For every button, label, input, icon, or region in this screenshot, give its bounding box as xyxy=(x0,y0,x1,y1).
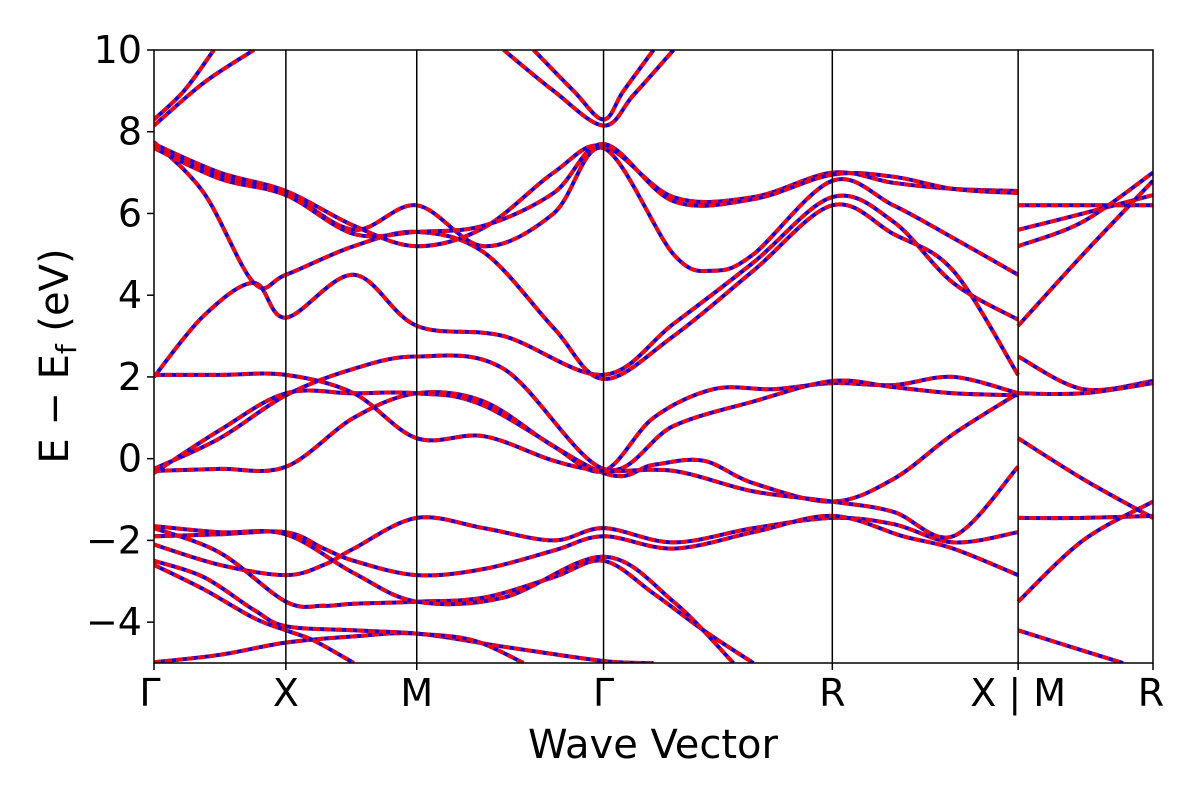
y-tick-label: 0 xyxy=(118,437,142,481)
x-axis-ticks: Γ X M Γ R X | M R xyxy=(139,663,1164,716)
y-tick-label: 2 xyxy=(118,355,142,399)
band-line-red-25 xyxy=(1018,381,1153,397)
y-tick-label: 4 xyxy=(118,273,142,317)
band-line-blue-14 xyxy=(154,144,1020,277)
band-line-red-23 xyxy=(1016,179,1153,328)
x-tick-label: X xyxy=(273,671,299,715)
band-line-red-22 xyxy=(1017,170,1153,249)
y-axis-label: E − Ef (eV) xyxy=(32,248,83,463)
band-line-red-10 xyxy=(154,371,1020,540)
band-line-blue-9 xyxy=(154,388,1020,504)
band-line-blue-19 xyxy=(532,50,656,122)
band-line-red-11 xyxy=(154,193,1020,379)
band-line-red-12 xyxy=(154,140,1020,381)
x-tick-label: X | M xyxy=(970,671,1066,716)
y-tick-label: 6 xyxy=(118,191,142,235)
band-line-red-5 xyxy=(154,526,755,663)
band-line-blue-11 xyxy=(154,193,1020,379)
y-tick-label: −2 xyxy=(86,518,142,562)
y-tick-label: 10 xyxy=(94,28,142,72)
y-axis-ticks: −4 −2 0 2 4 6 8 10 xyxy=(86,28,154,644)
x-tick-label: M xyxy=(400,671,433,715)
band-line-red-6 xyxy=(154,524,735,663)
band-line-red-28 xyxy=(1016,499,1153,604)
x-tick-label: Γ xyxy=(139,671,160,715)
band-lines xyxy=(154,50,1153,663)
y-axis-label-tail: (eV) xyxy=(32,248,78,344)
band-line-blue-3 xyxy=(154,515,1019,578)
band-line-blue-0 xyxy=(154,631,654,663)
x-axis-label: Wave Vector xyxy=(528,722,779,768)
y-tick-label: −4 xyxy=(86,600,142,644)
band-line-blue-22 xyxy=(1017,170,1153,249)
x-tick-label: Γ xyxy=(593,671,614,715)
band-line-red-14 xyxy=(154,144,1020,277)
y-axis-label-subscript: f xyxy=(50,343,83,354)
band-line-red-17 xyxy=(154,50,216,121)
band-line-red-19 xyxy=(532,50,656,122)
y-axis-label-main: E − E xyxy=(32,354,78,464)
band-line-red-27 xyxy=(1018,513,1153,521)
band-line-red-7 xyxy=(154,374,1019,474)
high-symmetry-lines xyxy=(285,50,1019,663)
band-line-red-3 xyxy=(154,515,1019,578)
band-line-red-26 xyxy=(1017,436,1153,520)
band-line-red-1 xyxy=(154,558,525,663)
band-line-red-16 xyxy=(154,50,255,128)
band-line-blue-18 xyxy=(502,50,675,128)
band-line-red-9 xyxy=(154,388,1020,504)
band-line-blue-15 xyxy=(154,142,1019,239)
band-line-red-18 xyxy=(502,50,675,128)
band-line-red-13 xyxy=(154,142,1019,249)
plot-frame xyxy=(153,49,1154,664)
x-tick-label: R xyxy=(819,671,845,715)
y-tick-label: 8 xyxy=(118,110,142,154)
band-line-red-29 xyxy=(1017,628,1124,663)
band-line-blue-1 xyxy=(154,558,525,663)
band-line-red-2 xyxy=(154,563,355,663)
band-line-red-4 xyxy=(154,513,1019,578)
x-tick-label: R xyxy=(1138,671,1164,715)
